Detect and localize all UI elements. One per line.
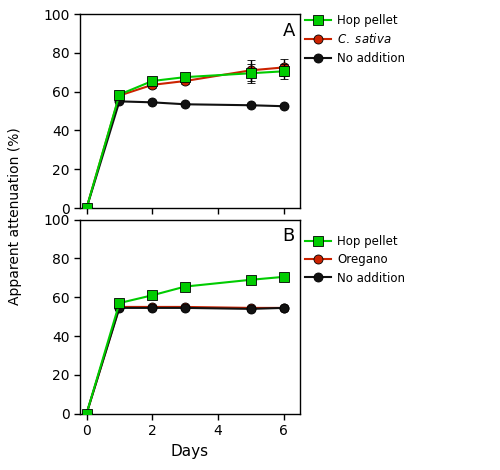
Legend: Hop pellet, $\it{C.}$ $\it{sativa}$, No addition: Hop pellet, $\it{C.}$ $\it{sativa}$, No …	[305, 14, 405, 65]
Legend: Hop pellet, Oregano, No addition: Hop pellet, Oregano, No addition	[305, 235, 405, 285]
X-axis label: Days: Days	[171, 444, 209, 459]
Text: A: A	[282, 22, 295, 40]
Text: B: B	[282, 227, 294, 245]
Text: Apparent attenuation (%): Apparent attenuation (%)	[8, 127, 22, 305]
